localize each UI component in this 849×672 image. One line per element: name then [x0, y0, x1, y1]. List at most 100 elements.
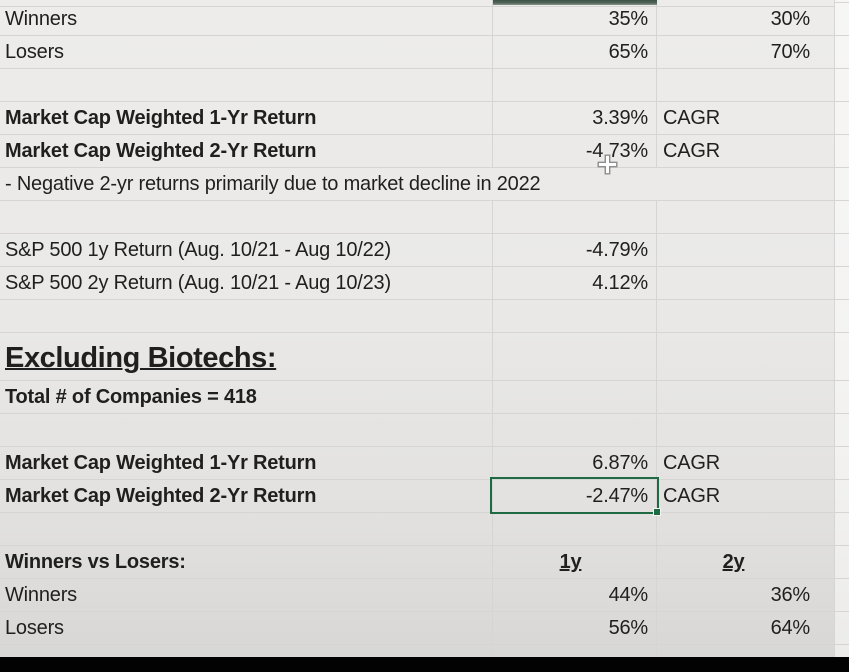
cell-blank[interactable] [493, 645, 657, 657]
cell-blank[interactable] [0, 69, 493, 102]
cell-blank[interactable] [657, 300, 835, 333]
selection-edge-of-cell-above [493, 0, 657, 5]
cell-losers-ex-1y[interactable]: 56% [493, 612, 657, 645]
cell-winners-ex-2y[interactable]: 36% [657, 579, 835, 612]
cell-winners-2y[interactable]: 30% [657, 3, 835, 36]
row-blank [0, 69, 849, 102]
cell-blank[interactable] [657, 333, 835, 381]
cell-next-column[interactable] [835, 135, 849, 168]
row-blank [0, 414, 849, 447]
cell-blank[interactable] [493, 69, 657, 102]
cell-next-column[interactable] [835, 414, 849, 447]
cell-blank[interactable] [657, 201, 835, 234]
cell-sp500-2y-value[interactable]: 4.12% [493, 267, 657, 300]
cell-blank[interactable] [657, 234, 835, 267]
cell-losers-2y[interactable]: 70% [657, 36, 835, 69]
row-excluding-biotechs-heading: Excluding Biotechs: [0, 333, 849, 381]
cell-winners-label[interactable]: Winners [0, 3, 493, 36]
cell-next-column[interactable] [835, 201, 849, 234]
row-total-companies: Total # of Companies = 418 [0, 381, 849, 414]
cell-next-column[interactable] [835, 69, 849, 102]
cell-next-column[interactable] [835, 612, 849, 645]
cell-blank[interactable] [493, 201, 657, 234]
row-mcw-1yr-return: Market Cap Weighted 1-Yr Return 3.39% CA… [0, 102, 849, 135]
cell-total-companies[interactable]: Total # of Companies = 418 [0, 381, 493, 414]
cell-blank[interactable] [493, 300, 657, 333]
cell-mcw2-label[interactable]: Market Cap Weighted 2-Yr Return [0, 135, 493, 168]
cell-mcw1-value[interactable]: 3.39% [493, 102, 657, 135]
row-mcw-1yr-return-ex-biotech: Market Cap Weighted 1-Yr Return 6.87% CA… [0, 447, 849, 480]
cell-sp500-1y-label[interactable]: S&P 500 1y Return (Aug. 10/21 - Aug 10/2… [0, 234, 493, 267]
row-winners-ex-biotech: Winners 44% 36% [0, 579, 849, 612]
cell-next-column[interactable] [835, 579, 849, 612]
cell-next-column[interactable] [835, 381, 849, 414]
row-partial-bottom [0, 645, 849, 657]
row-mcw-2yr-return: Market Cap Weighted 2-Yr Return -4.73% C… [0, 135, 849, 168]
cell-next-column[interactable] [835, 36, 849, 69]
cell-blank[interactable] [493, 414, 657, 447]
cell-mcw1-ex-value[interactable]: 6.87% [493, 447, 657, 480]
cell-blank[interactable] [657, 414, 835, 447]
cell-blank[interactable] [657, 513, 835, 546]
cell-next-column[interactable] [835, 234, 849, 267]
cell-blank[interactable] [0, 201, 493, 234]
cell-blank[interactable] [0, 645, 493, 657]
row-sp500-1y: S&P 500 1y Return (Aug. 10/21 - Aug 10/2… [0, 234, 849, 267]
column-header-2y[interactable]: 2y [657, 546, 835, 579]
cell-next-column[interactable] [835, 333, 849, 381]
cell-next-column[interactable] [835, 447, 849, 480]
cell-next-column[interactable] [835, 3, 849, 36]
cell-next-column[interactable] [835, 102, 849, 135]
row-note: - Negative 2-yr returns primarily due to… [0, 168, 849, 201]
cell-blank[interactable] [657, 381, 835, 414]
cell-next-column[interactable] [835, 168, 849, 201]
cell-blank[interactable] [657, 69, 835, 102]
cell-mcw2-value[interactable]: -4.73% [493, 135, 657, 168]
row-blank [0, 201, 849, 234]
cell-mcw2-ex-label[interactable]: Market Cap Weighted 2-Yr Return [0, 480, 493, 513]
cell-next-column[interactable] [835, 513, 849, 546]
cell-blank[interactable] [493, 381, 657, 414]
cell-mcw1-cagr[interactable]: CAGR [657, 102, 835, 135]
cell-sp500-2y-label[interactable]: S&P 500 2y Return (Aug. 10/21 - Aug 10/2… [0, 267, 493, 300]
active-cell-border [490, 477, 661, 516]
row-blank [0, 300, 849, 333]
cell-blank[interactable] [0, 414, 493, 447]
cell-next-column[interactable] [835, 546, 849, 579]
cell-blank[interactable] [657, 267, 835, 300]
cell-mcw1-label[interactable]: Market Cap Weighted 1-Yr Return [0, 102, 493, 135]
cell-losers-ex-label[interactable]: Losers [0, 612, 493, 645]
row-losers-ex-biotech: Losers 56% 64% [0, 612, 849, 645]
letterbox-bar [0, 657, 849, 672]
row-sp500-2y: S&P 500 2y Return (Aug. 10/21 - Aug 10/2… [0, 267, 849, 300]
cell-blank[interactable] [493, 513, 657, 546]
cell-sp500-1y-value[interactable]: -4.79% [493, 234, 657, 267]
cell-next-column[interactable] [835, 645, 849, 657]
cell-losers-ex-2y[interactable]: 64% [657, 612, 835, 645]
cell-winners-ex-1y[interactable]: 44% [493, 579, 657, 612]
cell-mcw2-cagr[interactable]: CAGR [657, 135, 835, 168]
column-header-1y[interactable]: 1y [493, 546, 657, 579]
cell-next-column[interactable] [835, 0, 849, 3]
cell-blank[interactable] [493, 333, 657, 381]
row-losers: Losers 65% 70% [0, 36, 849, 69]
cell-mcw2-ex-cagr[interactable]: CAGR [657, 480, 835, 513]
cell-losers-label[interactable]: Losers [0, 36, 493, 69]
cell-winners-vs-losers-label[interactable]: Winners vs Losers: [0, 546, 493, 579]
cell-losers-1y[interactable]: 65% [493, 36, 657, 69]
cell-winners-1y[interactable]: 35% [493, 3, 657, 36]
cell-blank[interactable] [0, 300, 493, 333]
cell-mcw1-ex-cagr[interactable]: CAGR [657, 447, 835, 480]
fill-handle[interactable] [653, 508, 661, 516]
cell-next-column[interactable] [835, 300, 849, 333]
cell-blank[interactable] [657, 645, 835, 657]
cell-next-column[interactable] [835, 267, 849, 300]
cell-blank[interactable] [0, 513, 493, 546]
cell-next-column[interactable] [835, 480, 849, 513]
cell-mcw1-ex-label[interactable]: Market Cap Weighted 1-Yr Return [0, 447, 493, 480]
cell-note-negative-returns[interactable]: - Negative 2-yr returns primarily due to… [0, 168, 835, 201]
cell-winners-ex-label[interactable]: Winners [0, 579, 493, 612]
row-mcw-2yr-return-ex-biotech: Market Cap Weighted 2-Yr Return -2.47% C… [0, 480, 849, 513]
section-heading-excluding-biotechs[interactable]: Excluding Biotechs: [0, 333, 493, 381]
